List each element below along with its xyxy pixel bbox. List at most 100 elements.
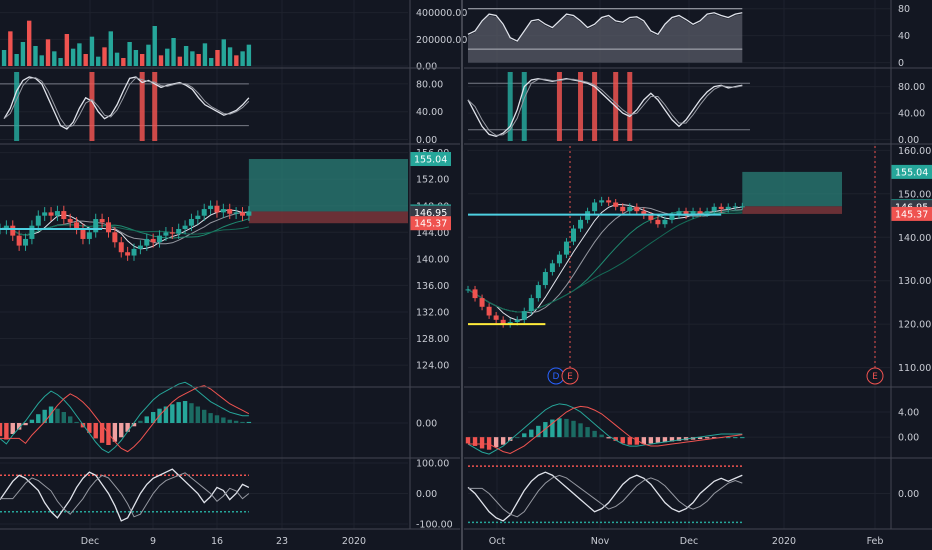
left-macd-hist-bar-1 xyxy=(4,423,9,440)
right-macd-hist-bar-4 xyxy=(493,437,499,448)
left-volume-bar-23 xyxy=(146,44,151,66)
right-price-candle-6 xyxy=(507,321,513,325)
left-volume-bar-19 xyxy=(121,58,126,66)
right-price-candle-13 xyxy=(556,254,562,264)
left-volume-bar-6 xyxy=(39,55,44,66)
left-macd-hist-bar-18 xyxy=(112,423,118,442)
right-rsi-y-tick-0: 80 xyxy=(898,4,910,15)
left-x-tick-3: 23 xyxy=(276,536,288,547)
right-macd-hist-bar-35 xyxy=(711,437,717,439)
left-macd-hist-bar-24 xyxy=(150,412,156,423)
marks-layer xyxy=(0,8,876,524)
left-price-candle-6 xyxy=(35,215,41,226)
right-price-candle-18 xyxy=(592,202,598,212)
left-price-candle-12 xyxy=(74,222,80,229)
left-price-candle-4 xyxy=(23,238,29,246)
left-volume-bar-26 xyxy=(165,48,170,66)
right-price-y-tick-1: 150.00 xyxy=(898,189,931,200)
left-price-y-tick-7: 128.00 xyxy=(416,334,449,345)
left-macd-hist-bar-16 xyxy=(99,423,105,443)
left-macd-hist-bar-21 xyxy=(131,423,137,427)
right-price-price-tag-bg-0 xyxy=(891,164,932,179)
left-volume-bar-39 xyxy=(246,44,252,66)
right-stochastic-signal-bar-1 xyxy=(521,72,527,141)
left-volume-bar-3 xyxy=(20,42,26,66)
left-volume-bar-22 xyxy=(139,54,145,66)
right-macd-hist-bar-2 xyxy=(479,437,485,449)
left-price-candle-36 xyxy=(227,209,233,214)
left-volume-bar-7 xyxy=(45,39,51,66)
grid-layer xyxy=(0,0,890,529)
right-price-candle-3 xyxy=(486,306,492,316)
left-price-candle-32 xyxy=(201,209,207,216)
right-macd-hist-bar-14 xyxy=(564,418,569,438)
left-price-candle-1 xyxy=(3,225,9,229)
left-price-candle-15 xyxy=(93,219,99,233)
right-macd-hist-bar-28 xyxy=(662,437,668,443)
left-price-candle-21 xyxy=(131,248,137,256)
event-label-d: D xyxy=(553,372,560,382)
left-price-candle-37 xyxy=(233,212,239,214)
right-price-y-tick-5: 110.00 xyxy=(898,363,931,374)
right-price-candle-20 xyxy=(606,200,612,203)
left-price-target-zone xyxy=(248,159,408,212)
left-macd-hist-bar-12 xyxy=(74,421,79,423)
left-volume-bar-29 xyxy=(183,46,189,66)
right-macd-hist-bar-20 xyxy=(606,437,611,439)
event-marker-e-future[interactable]: E xyxy=(866,367,884,385)
left-volume-bar-16 xyxy=(102,47,107,66)
left-volume-bar-14 xyxy=(89,36,95,66)
right-macd-hist-bar-9 xyxy=(529,429,534,438)
left-price-candle-8 xyxy=(48,212,54,216)
left-cci-y-tick-2: -100.00 xyxy=(416,519,453,530)
left-price-y-tick-4: 140.00 xyxy=(416,254,449,265)
event-label-e-future: E xyxy=(872,372,878,382)
event-marker-e[interactable]: E xyxy=(561,367,579,385)
left-price-candle-2 xyxy=(10,225,16,236)
left-macd-hist-bar-15 xyxy=(93,423,98,439)
left-macd-hist-bar-37 xyxy=(233,420,239,423)
left-volume-bar-30 xyxy=(190,51,195,66)
left-macd-hist-bar-29 xyxy=(182,401,188,423)
left-macd-hist-bar-6 xyxy=(36,414,41,423)
left-cci-line xyxy=(0,468,250,522)
left-volume-bar-2 xyxy=(14,54,19,66)
left-macd-hist-bar-22 xyxy=(138,420,143,423)
right-price-candle-31 xyxy=(683,211,689,216)
right-price-candle-26 xyxy=(648,215,654,220)
right-price-candle-39 xyxy=(739,206,745,208)
left-price-candle-25 xyxy=(157,235,163,243)
left-stochastic-signal-bar-2 xyxy=(139,72,145,141)
left-price-y-tick-1: 152.00 xyxy=(416,175,449,186)
left-price-candle-23 xyxy=(144,238,150,246)
right-macd-hist-bar-39 xyxy=(740,437,745,439)
left-volume-bar-18 xyxy=(114,52,120,66)
right-macd-hist-bar-6 xyxy=(508,437,513,441)
left-macd-hist-bar-26 xyxy=(163,406,169,423)
left-price-candle-22 xyxy=(137,245,143,249)
left-price-price-tag-0: 155.04 xyxy=(414,155,447,166)
right-macd-hist-bar-33 xyxy=(697,437,703,440)
right-price-candle-21 xyxy=(613,202,619,207)
right-stochastic-y-tick-1: 40.00 xyxy=(898,109,925,120)
right-stochastic-signal-bar-4 xyxy=(592,72,598,141)
left-macd-hist-bar-36 xyxy=(227,419,232,423)
right-macd-hist-bar-34 xyxy=(704,437,710,439)
right-price-y-tick-2: 140.00 xyxy=(898,233,931,244)
right-macd-hist-bar-24 xyxy=(634,437,639,445)
right-price-candle-38 xyxy=(732,206,738,208)
right-cci-line xyxy=(467,471,743,522)
left-macd-macd-line xyxy=(0,381,249,454)
right-macd-hist-bar-22 xyxy=(620,437,625,444)
right-macd-hist-bar-38 xyxy=(733,437,738,439)
right-macd-y-tick-1: 0.00 xyxy=(898,433,919,444)
right-macd-hist-bar-7 xyxy=(515,437,520,439)
left-x-tick-2: 16 xyxy=(211,536,223,547)
left-price-y-tick-8: 124.00 xyxy=(416,361,449,372)
right-price-candle-8 xyxy=(521,311,527,320)
left-macd-hist-bar-34 xyxy=(214,415,220,423)
right-macd-hist-bar-21 xyxy=(613,437,618,441)
left-macd-hist-bar-3 xyxy=(16,423,22,430)
right-macd-hist-bar-23 xyxy=(627,437,632,445)
